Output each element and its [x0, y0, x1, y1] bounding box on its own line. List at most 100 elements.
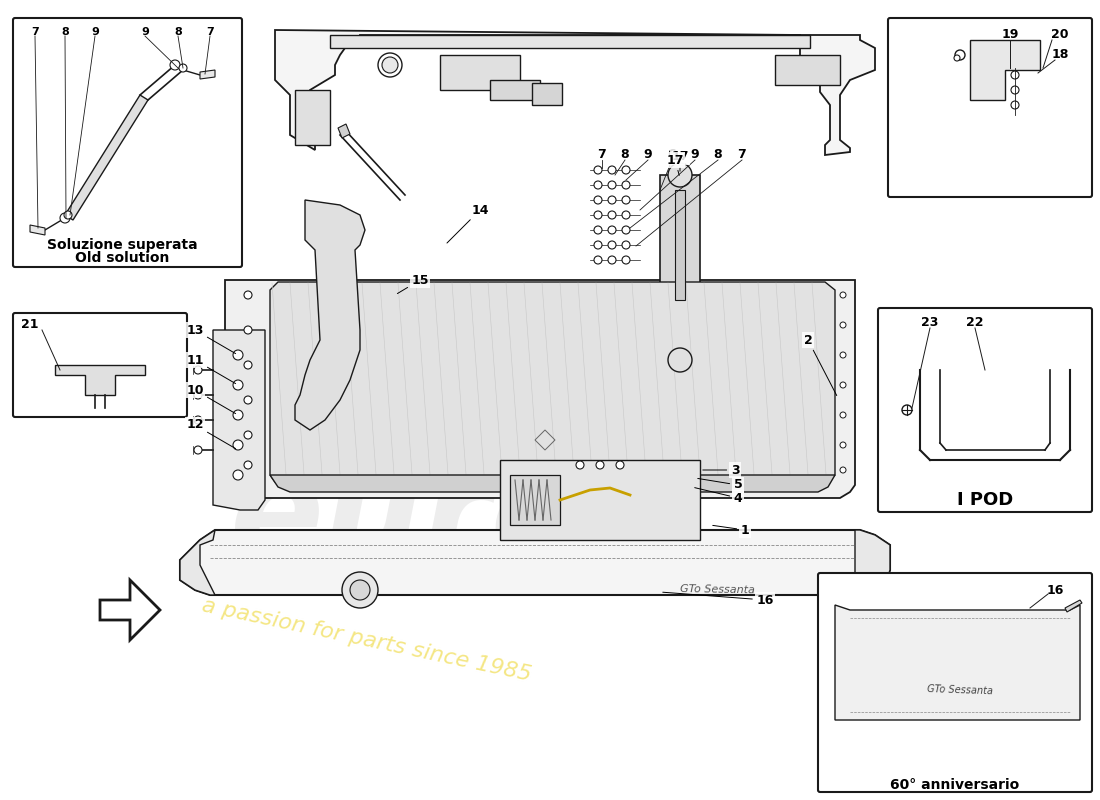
Circle shape	[840, 412, 846, 418]
Text: 9: 9	[91, 27, 99, 37]
Text: 2: 2	[804, 334, 837, 395]
Circle shape	[621, 166, 630, 174]
Circle shape	[608, 181, 616, 189]
Circle shape	[1011, 86, 1019, 94]
Polygon shape	[440, 55, 520, 90]
FancyBboxPatch shape	[13, 18, 242, 267]
Circle shape	[840, 467, 846, 473]
Text: 1: 1	[713, 523, 749, 537]
Circle shape	[621, 211, 630, 219]
Circle shape	[608, 196, 616, 204]
Circle shape	[594, 226, 602, 234]
Circle shape	[621, 226, 630, 234]
Circle shape	[955, 50, 965, 60]
Circle shape	[840, 322, 846, 328]
Polygon shape	[270, 282, 835, 487]
Polygon shape	[1065, 600, 1082, 612]
Text: 8: 8	[620, 149, 629, 162]
Text: 23: 23	[922, 317, 938, 330]
Circle shape	[840, 442, 846, 448]
FancyBboxPatch shape	[888, 18, 1092, 197]
Text: Old solution: Old solution	[75, 251, 169, 265]
Circle shape	[233, 440, 243, 450]
Circle shape	[244, 326, 252, 334]
Text: 21: 21	[21, 318, 38, 331]
FancyBboxPatch shape	[13, 313, 187, 417]
Text: GTo Sessanta: GTo Sessanta	[927, 684, 993, 696]
Circle shape	[233, 470, 243, 480]
Circle shape	[621, 256, 630, 264]
Text: 7: 7	[31, 27, 38, 37]
Text: I POD: I POD	[957, 491, 1013, 509]
Circle shape	[608, 166, 616, 174]
Circle shape	[378, 53, 402, 77]
Polygon shape	[65, 95, 148, 220]
Text: a passion for parts since 1985: a passion for parts since 1985	[200, 595, 534, 685]
Text: 6: 6	[668, 149, 676, 162]
Circle shape	[616, 461, 624, 469]
Text: 7: 7	[206, 27, 213, 37]
Circle shape	[594, 181, 602, 189]
Polygon shape	[970, 40, 1040, 100]
Circle shape	[64, 211, 72, 219]
Text: 9: 9	[691, 149, 700, 162]
Circle shape	[233, 380, 243, 390]
Circle shape	[194, 416, 202, 424]
Text: Soluzione superata: Soluzione superata	[46, 238, 197, 252]
Circle shape	[1011, 71, 1019, 79]
Polygon shape	[100, 580, 160, 640]
Circle shape	[621, 241, 630, 249]
FancyBboxPatch shape	[818, 573, 1092, 792]
Polygon shape	[226, 280, 855, 498]
Circle shape	[179, 64, 187, 72]
Text: 7: 7	[597, 149, 606, 162]
Polygon shape	[180, 530, 890, 595]
Circle shape	[382, 57, 398, 73]
Circle shape	[608, 241, 616, 249]
Circle shape	[594, 256, 602, 264]
Circle shape	[594, 211, 602, 219]
Circle shape	[594, 196, 602, 204]
Text: 9: 9	[141, 27, 149, 37]
Circle shape	[902, 405, 912, 415]
Circle shape	[1011, 101, 1019, 109]
Circle shape	[194, 446, 202, 454]
Text: GTo Sessanta: GTo Sessanta	[680, 584, 755, 596]
Circle shape	[233, 410, 243, 420]
Text: 15: 15	[397, 274, 429, 294]
Circle shape	[608, 226, 616, 234]
Polygon shape	[55, 365, 145, 395]
Circle shape	[840, 352, 846, 358]
Text: 12: 12	[186, 418, 235, 449]
Text: 13: 13	[186, 323, 235, 354]
Circle shape	[668, 163, 692, 187]
Polygon shape	[295, 90, 330, 145]
Text: 17: 17	[671, 150, 689, 171]
Circle shape	[60, 213, 70, 223]
Circle shape	[170, 60, 180, 70]
Polygon shape	[855, 530, 890, 595]
Text: 8: 8	[714, 149, 723, 162]
Polygon shape	[338, 124, 350, 138]
Text: 7: 7	[738, 149, 747, 162]
Text: 17: 17	[667, 154, 684, 175]
Text: 4: 4	[695, 488, 743, 505]
Text: 16: 16	[663, 592, 773, 606]
Circle shape	[608, 211, 616, 219]
Circle shape	[594, 166, 602, 174]
Text: 8: 8	[62, 27, 69, 37]
Circle shape	[576, 461, 584, 469]
Circle shape	[233, 350, 243, 360]
Text: 16: 16	[1046, 583, 1064, 597]
Polygon shape	[330, 35, 810, 48]
Text: euroc: euroc	[230, 453, 670, 587]
Circle shape	[954, 55, 960, 61]
Text: 19: 19	[1001, 29, 1019, 42]
Circle shape	[668, 348, 692, 372]
Polygon shape	[180, 530, 214, 595]
Polygon shape	[30, 225, 45, 235]
Polygon shape	[295, 200, 365, 430]
Circle shape	[596, 461, 604, 469]
Polygon shape	[200, 70, 214, 79]
Circle shape	[244, 291, 252, 299]
